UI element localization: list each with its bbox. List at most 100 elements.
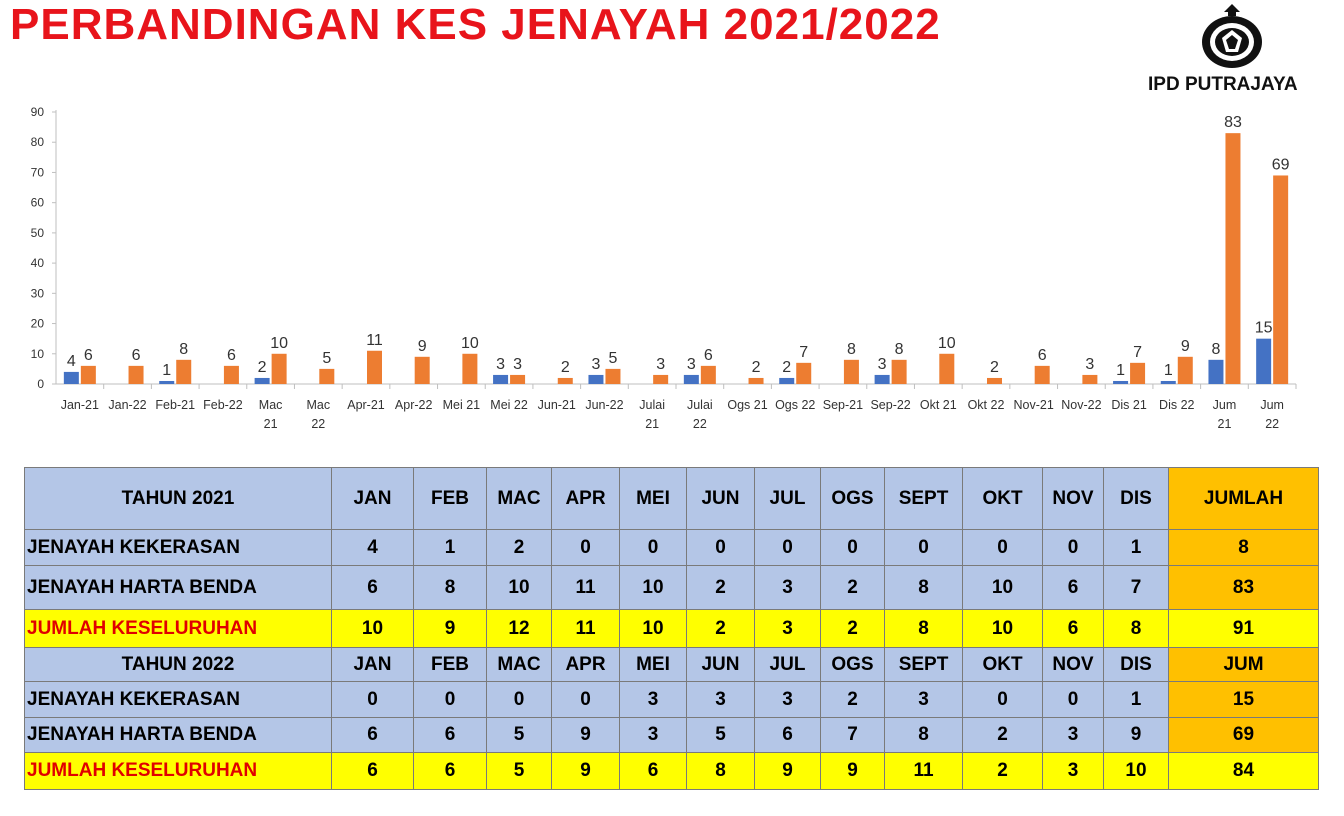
data-label: 6 [1038, 347, 1047, 364]
table-cell: 2 [962, 752, 1043, 790]
data-label: 11 [366, 332, 383, 349]
x-tick-label: Mac [306, 398, 330, 412]
x-tick-label: Sep-22 [870, 398, 910, 412]
x-tick-label: Julai [687, 398, 713, 412]
bar-violence [874, 374, 890, 384]
row-total: 69 [1168, 717, 1319, 753]
data-label: 3 [878, 356, 887, 373]
month-header: JUL [754, 647, 821, 682]
table-cell: 10 [486, 565, 552, 610]
bar-property [891, 359, 907, 384]
bar-property [176, 359, 192, 384]
bar-violence [779, 377, 795, 384]
table-cell: 9 [413, 609, 487, 648]
table-cell: 0 [551, 681, 620, 718]
table-row: JENAYAH HARTA BENDA 6 6 5 9 3 5 6 7 8 2 3 9 69 [24, 717, 1319, 753]
data-label: 15 [1255, 320, 1273, 337]
x-tick-label: 21 [1218, 417, 1232, 431]
x-tick-label: Julai [639, 398, 665, 412]
table-cell: 0 [413, 681, 487, 718]
data-label: 10 [270, 335, 288, 352]
table-cell: 0 [686, 529, 755, 566]
table-cell: 3 [1042, 717, 1104, 753]
bar-property [557, 377, 573, 384]
table-cell: 7 [1103, 565, 1169, 610]
bar-property [843, 359, 859, 384]
x-tick-label: Okt 22 [968, 398, 1005, 412]
bar-property [462, 353, 478, 384]
y-tick-label: 40 [31, 256, 45, 270]
crime-table: TAHUN 2021 JAN FEB MAC APR MEI JUN JUL OGS SEPT OK… [24, 467, 1319, 790]
table-cell: 11 [551, 609, 620, 648]
table-cell: 6 [754, 717, 821, 753]
table-cell: 0 [1042, 681, 1104, 718]
data-label: 3 [496, 356, 505, 373]
row-label: JUMLAH KESELURUHAN [24, 752, 332, 790]
org-name: IPD PUTRAJAYA [1148, 74, 1298, 95]
table-cell: 5 [686, 717, 755, 753]
bar-property [1273, 175, 1289, 384]
bar-property [748, 377, 764, 384]
month-header: NOV [1042, 467, 1104, 530]
y-tick-label: 70 [31, 165, 45, 179]
page-title: PERBANDINGAN KES JENAYAH 2021/2022 [10, 0, 941, 49]
y-tick-label: 80 [31, 135, 45, 149]
bar-property [1177, 356, 1193, 384]
data-label: 4 [67, 353, 76, 370]
data-label: 1 [1164, 362, 1173, 379]
table-cell: 0 [884, 529, 963, 566]
table-header-row-2022: TAHUN 2022 JAN FEB MAC APR MEI JUN JUL OGS SEPT OK… [24, 647, 1319, 682]
month-header: MEI [619, 647, 687, 682]
table-header-row-2021: TAHUN 2021 JAN FEB MAC APR MEI JUN JUL OGS SEPT OK… [24, 467, 1319, 530]
table-row: JUMLAH KESELURUHAN 6 6 5 9 6 8 9 9 11 2 3 10 84 [24, 752, 1319, 790]
data-label: 2 [782, 359, 791, 376]
table-cell: 6 [331, 565, 414, 610]
table-cell: 3 [754, 681, 821, 718]
table-cell: 0 [331, 681, 414, 718]
table-cell: 0 [486, 681, 552, 718]
month-header: OGS [820, 647, 885, 682]
table-cell: 3 [686, 681, 755, 718]
data-label: 83 [1224, 114, 1242, 131]
month-header: MEI [619, 467, 687, 530]
row-total: 91 [1168, 609, 1319, 648]
y-tick-label: 20 [31, 317, 45, 331]
year-header: TAHUN 2021 [24, 467, 332, 530]
total-header: JUMLAH [1168, 467, 1319, 530]
data-label: 6 [84, 347, 93, 364]
bar-property [1034, 365, 1050, 384]
table-cell: 6 [331, 752, 414, 790]
row-label: JENAYAH HARTA BENDA [24, 717, 332, 753]
table-cell: 9 [551, 717, 620, 753]
table-cell: 10 [331, 609, 414, 648]
table-cell: 3 [754, 565, 821, 610]
table-cell: 3 [619, 681, 687, 718]
y-tick-label: 0 [37, 377, 44, 391]
month-header: MAC [486, 647, 552, 682]
y-tick-label: 10 [31, 347, 45, 361]
table-cell: 10 [962, 609, 1043, 648]
table-cell: 0 [1042, 529, 1104, 566]
table-cell: 0 [820, 529, 885, 566]
data-label: 3 [687, 356, 696, 373]
data-label: 6 [132, 347, 141, 364]
row-label: JENAYAH KEKERASAN [24, 529, 332, 566]
bar-violence [588, 374, 604, 384]
table-row: JENAYAH KEKERASAN 4 1 2 0 0 0 0 0 0 0 0 1 8 [24, 529, 1319, 566]
month-header: MAC [486, 467, 552, 530]
data-label: 8 [895, 341, 904, 358]
bar-property [939, 353, 955, 384]
bar-property [223, 365, 239, 384]
data-label: 5 [322, 350, 331, 367]
bar-property [605, 368, 621, 384]
data-label: 6 [227, 347, 236, 364]
bar-property [1225, 133, 1241, 384]
bar-violence [63, 371, 79, 384]
data-label: 2 [752, 359, 761, 376]
table-cell: 2 [962, 717, 1043, 753]
x-tick-label: Dis 21 [1111, 398, 1146, 412]
table-row: JENAYAH KEKERASAN 0 0 0 0 3 3 3 2 3 0 0 1 15 [24, 681, 1319, 718]
month-header: FEB [413, 647, 487, 682]
bar-property [271, 353, 287, 384]
